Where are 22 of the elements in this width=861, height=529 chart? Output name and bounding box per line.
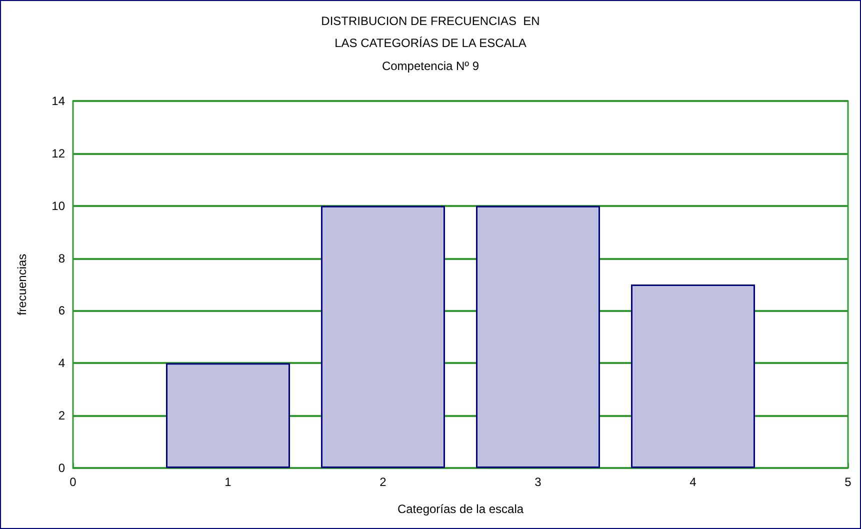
x-tick-label: 4: [690, 475, 697, 489]
y-tick-label: 8: [58, 251, 66, 266]
y-tick-label: 10: [52, 198, 66, 213]
y-tick-label: 0: [58, 461, 66, 475]
x-tick-label: 1: [224, 475, 232, 489]
y-tick-label: 14: [52, 94, 66, 108]
x-tick-label: 5: [844, 475, 852, 489]
x-tick-label: 3: [534, 475, 542, 489]
y-axis-title: frecuencias: [15, 254, 29, 316]
y-tick-label: 2: [58, 408, 66, 423]
bar: [166, 363, 290, 468]
bar: [321, 206, 445, 468]
x-tick-label: 2: [380, 475, 387, 489]
chart-subtitle: Competencia Nº 9: [382, 59, 480, 73]
y-tick-label: 6: [58, 304, 66, 318]
chart-title: DISTRIBUCION DE FRECUENCIAS EN LAS CATEGORÍAS DE LA ESCALA: [321, 14, 540, 50]
y-tick-label: 4: [58, 356, 66, 370]
bar: [476, 206, 600, 468]
x-tick-label: 0: [70, 475, 77, 489]
bar: [631, 284, 755, 468]
y-tick-label: 12: [52, 146, 66, 160]
x-axis-title: Categorías de la escala: [397, 502, 524, 516]
